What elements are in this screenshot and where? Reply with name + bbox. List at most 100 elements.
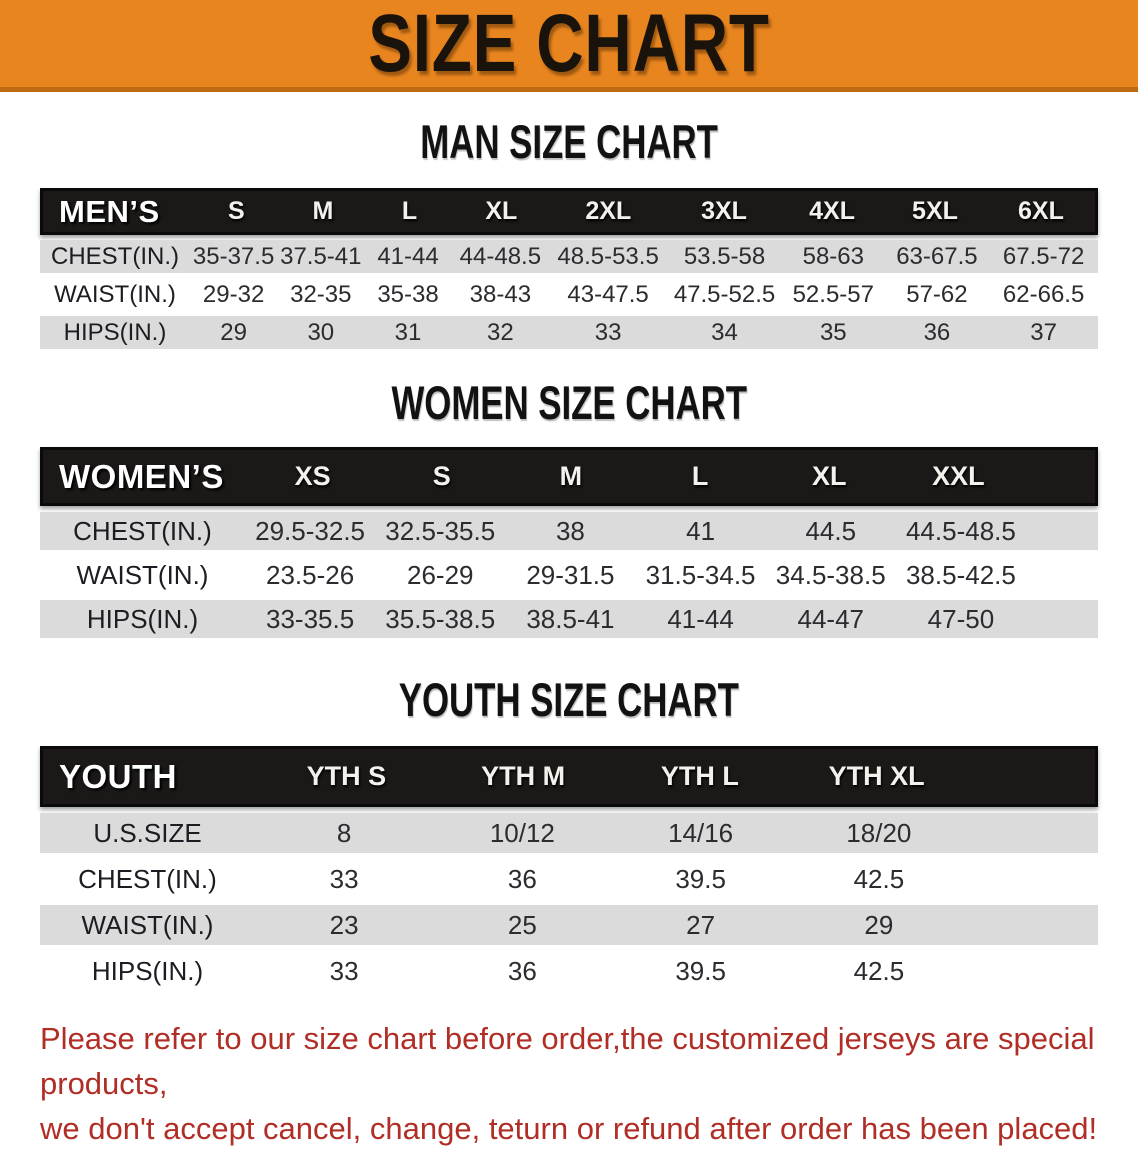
youth-size-chart-heading: YOUTH SIZE CHART: [0, 674, 1138, 726]
size-cell: 26-29: [406, 559, 474, 590]
size-cell: 67.5-72: [1002, 242, 1085, 270]
size-cell: 27: [686, 909, 716, 940]
size-cell: 8: [336, 817, 352, 848]
table-row: WAIST(IN.) 23.5-26 26-29 29-31.5 31.5-34.5 34…: [40, 556, 1098, 594]
disclaimer-line-2: we don't accept cancel, change, teturn o…: [40, 1110, 1098, 1146]
table-row: CHEST(IN.) 33 36 39.5 42.5: [40, 859, 1098, 899]
size-cell: 41: [686, 515, 716, 546]
size-cell: 33: [329, 863, 359, 894]
size-cell: 35.5-38.5: [385, 603, 496, 634]
size-column-header: L: [691, 461, 709, 491]
table-row: CHEST(IN.) 29.5-32.5 32.5-35.5 38 41 44.5 44.5…: [40, 512, 1098, 550]
size-column-header: XS: [294, 461, 331, 491]
size-cell: 52.5-57: [792, 280, 874, 308]
size-cell: 35: [819, 318, 847, 346]
section-heading-text: MAN SIZE CHART: [420, 115, 718, 168]
table-header-row: WOMEN’S XS S M L XL XXL: [40, 447, 1098, 506]
size-cell: 33: [329, 955, 359, 986]
size-cell: 47.5-52.5: [673, 280, 776, 308]
size-cell: 47-50: [927, 603, 995, 634]
size-cell: 25: [507, 909, 537, 940]
size-column-header: L: [401, 197, 418, 225]
table-corner-label: YOUTH: [59, 757, 177, 795]
size-cell: 39.5: [675, 955, 726, 986]
disclaimer-line-1: Please refer to our size chart before or…: [40, 1021, 1095, 1101]
size-cell: 32.5-35.5: [385, 515, 496, 546]
size-cell: 53.5-58: [683, 242, 766, 270]
row-label: CHEST(IN.): [73, 515, 212, 546]
section-heading-text: WOMEN SIZE CHART: [391, 376, 747, 429]
women-size-chart-heading: WOMEN SIZE CHART: [0, 377, 1138, 429]
size-cell: 30: [307, 318, 335, 346]
size-cell: 23.5-26: [265, 559, 355, 590]
size-cell: 34.5-38.5: [775, 559, 886, 590]
size-cell: 36: [923, 318, 951, 346]
size-column-header: 4XL: [809, 197, 855, 225]
size-column-header: S: [227, 197, 245, 225]
size-chart-banner: SIZE CHART: [0, 0, 1138, 92]
size-cell: 34: [711, 318, 738, 346]
size-cell: 58-63: [802, 242, 864, 270]
size-cell: 41-44: [377, 242, 439, 270]
size-cell: 48.5-53.5: [557, 242, 659, 270]
row-label: CHEST(IN.): [78, 863, 217, 894]
row-label: HIPS(IN.): [86, 603, 199, 634]
size-column-header: M: [312, 197, 334, 225]
size-cell: 33: [594, 318, 622, 346]
size-chart-title: SIZE CHART: [368, 0, 770, 89]
size-cell: 29: [864, 909, 894, 940]
size-cell: 31: [394, 318, 422, 346]
size-column-header: XXL: [932, 461, 985, 491]
row-label: WAIST(IN.): [54, 280, 176, 308]
size-cell: 23: [329, 909, 359, 940]
size-column-header: 2XL: [585, 197, 632, 225]
table-row: CHEST(IN.) 35-37.5 37.5-41 41-44 44-48.5 48.5…: [40, 240, 1098, 273]
size-cell: 38-43: [469, 280, 532, 308]
size-column-header: 6XL: [1018, 197, 1064, 225]
size-cell: 38: [555, 515, 585, 546]
mens-size-table: MEN’S S M L XL 2XL 3XL 4XL 5XL 6XL CHEST(IN.) 35-3…: [40, 188, 1098, 349]
size-cell: 63-67.5: [896, 242, 978, 270]
youth-size-table: YOUTH YTH S YTH M YTH L YTH XL U.S.SIZE 8 10/1…: [40, 746, 1098, 991]
row-label: CHEST(IN.): [51, 242, 179, 270]
size-cell: 44.5: [805, 515, 857, 546]
size-column-header: M: [559, 461, 583, 491]
row-label: HIPS(IN.): [91, 955, 204, 986]
row-label: HIPS(IN.): [63, 318, 167, 346]
row-label: WAIST(IN.): [76, 559, 209, 590]
size-cell: 29-31.5: [526, 559, 615, 590]
size-cell: 44.5-48.5: [905, 515, 1016, 546]
womens-size-table: WOMEN’S XS S M L XL XXL CHEST(IN.) 29.5-32.5 32.…: [40, 447, 1098, 638]
size-column-header: XL: [485, 197, 518, 225]
section-heading-text: YOUTH SIZE CHART: [398, 673, 740, 726]
table-row: HIPS(IN.) 33-35.5 35.5-38.5 38.5-41 41-44 44-…: [40, 600, 1098, 638]
row-label: U.S.SIZE: [93, 817, 202, 848]
size-cell: 18/20: [846, 817, 912, 848]
size-column-header: YTH XL: [828, 761, 925, 791]
table-header-row: MEN’S S M L XL 2XL 3XL 4XL 5XL 6XL: [40, 188, 1098, 235]
size-cell: 57-62: [906, 280, 968, 308]
size-cell: 42.5: [853, 863, 905, 894]
size-cell: 38.5-41: [526, 603, 615, 634]
size-cell: 37: [1030, 318, 1057, 346]
size-cell: 44-48.5: [459, 242, 542, 270]
table-row: HIPS(IN.) 33 36 39.5 42.5: [40, 951, 1098, 991]
table-row: WAIST(IN.) 29-32 32-35 35-38 38-43 43-47.5 47.…: [40, 278, 1098, 311]
size-cell: 43-47.5: [567, 280, 649, 308]
size-column-header: YTH L: [660, 761, 739, 791]
size-cell: 37.5-41: [280, 242, 362, 270]
size-cell: 41-44: [667, 603, 734, 634]
size-column-header: S: [432, 461, 451, 491]
size-column-header: 5XL: [912, 197, 958, 225]
table-row: U.S.SIZE 8 10/12 14/16 18/20: [40, 813, 1098, 853]
size-cell: 36: [507, 955, 537, 986]
size-cell: 38.5-42.5: [905, 559, 1016, 590]
table-row: WAIST(IN.) 23 25 27 29: [40, 905, 1098, 945]
size-cell: 42.5: [853, 955, 905, 986]
size-cell: 14/16: [668, 817, 734, 848]
size-cell: 29.5-32.5: [255, 515, 366, 546]
man-size-chart-heading: MAN SIZE CHART: [0, 116, 1138, 168]
size-cell: 32: [487, 318, 514, 346]
row-label: WAIST(IN.): [81, 909, 214, 940]
size-cell: 39.5: [675, 863, 726, 894]
